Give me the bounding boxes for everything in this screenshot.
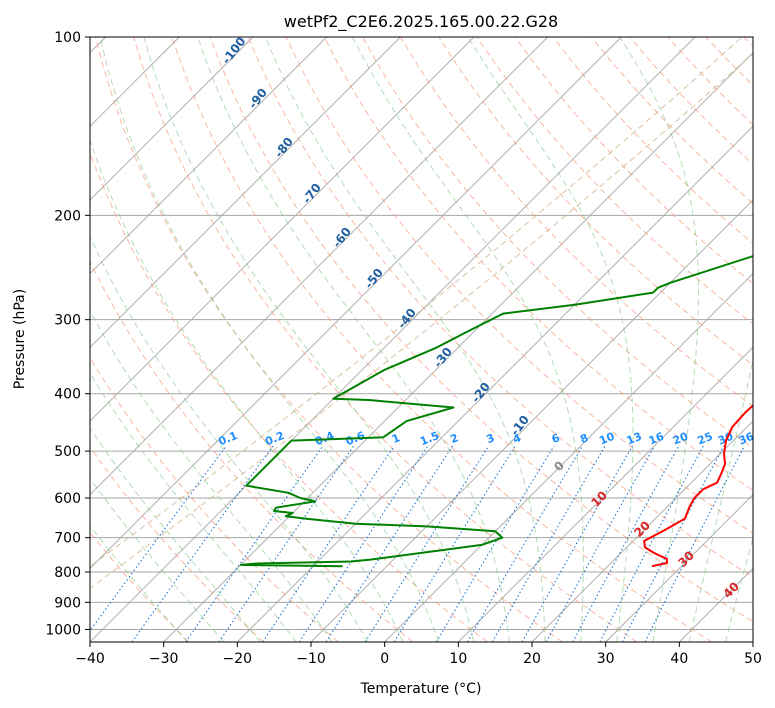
x-tick-label: 30 bbox=[597, 651, 615, 667]
dry-adiabat-line bbox=[323, 37, 753, 491]
mixing-ratio-line bbox=[545, 445, 656, 642]
mixing-ratio-line bbox=[393, 445, 516, 642]
dry-adiabat-line bbox=[476, 37, 753, 325]
moist-adiabat-line bbox=[90, 477, 225, 642]
dry-adiabat-line bbox=[247, 37, 753, 578]
dry-adiabat-line bbox=[90, 260, 414, 642]
axes: −40 −30 −20 −10 0 10 20 30 40 50 100 200 300 400 500 60… bbox=[45, 30, 762, 667]
x-tick-label: −20 bbox=[223, 651, 253, 667]
moist-adiabat-line bbox=[688, 357, 753, 642]
mixing-ratio-line bbox=[467, 445, 584, 642]
moist-adiabat-line bbox=[352, 37, 584, 642]
mixing-ratio-label: 13 bbox=[625, 430, 644, 448]
dry-adiabat-line bbox=[133, 37, 638, 642]
isotherm-line bbox=[90, 37, 696, 642]
dry-adiabat-line bbox=[514, 37, 753, 285]
moist-adiabat-line bbox=[90, 309, 333, 642]
dry-adiabat-line bbox=[90, 445, 264, 642]
mixing-ratio-label: 2 bbox=[448, 431, 460, 446]
isotherm-line bbox=[458, 346, 753, 642]
y-tick-label: 900 bbox=[54, 595, 81, 611]
x-tick-label: 50 bbox=[744, 651, 762, 667]
y-tick-label: 1000 bbox=[45, 622, 81, 638]
mixing-ratio-label: 25 bbox=[696, 430, 715, 448]
x-tick-label: 20 bbox=[523, 651, 541, 667]
moist-adiabat-line bbox=[143, 37, 475, 642]
isotherm-line bbox=[237, 125, 753, 642]
mixing-ratio-label: 36 bbox=[737, 430, 756, 448]
moist-adiabat-line bbox=[725, 536, 753, 642]
isotherm-line bbox=[90, 37, 548, 496]
mixing-ratio-line bbox=[435, 445, 555, 642]
mixing-ratio-line bbox=[185, 445, 324, 642]
y-tick-label: 200 bbox=[54, 208, 81, 224]
dry-adiabat-line bbox=[90, 356, 339, 642]
y-tick-label: 300 bbox=[54, 313, 81, 329]
y-tick-label: 100 bbox=[54, 30, 81, 46]
moist-adiabat-line bbox=[90, 371, 297, 642]
dry-adiabat-line bbox=[209, 37, 753, 623]
isotherm-line bbox=[90, 37, 327, 275]
isotherm-line bbox=[605, 494, 753, 642]
x-tick-label: 0 bbox=[380, 651, 389, 667]
mixing-ratio-line bbox=[325, 445, 454, 642]
plot-area: 0.1 0.2 0.4 0.6 1 1.5 2 3 4 6 8 10 13 16 20 25 30 36-100-… bbox=[90, 37, 756, 642]
moist-adiabat-line bbox=[99, 37, 439, 642]
isotherm-line bbox=[163, 52, 753, 642]
isotherm-line bbox=[90, 37, 475, 422]
dry-adiabat-line bbox=[95, 37, 563, 642]
mixing-ratio-line bbox=[521, 445, 633, 642]
moist-adiabat-line bbox=[619, 37, 699, 642]
x-tick-label: 40 bbox=[670, 651, 688, 667]
x-tick-label: −40 bbox=[75, 651, 105, 667]
mixing-ratio-line bbox=[262, 445, 395, 642]
plot-frame bbox=[89, 36, 754, 643]
isotherm-line bbox=[90, 37, 401, 348]
moist-adiabat-line bbox=[197, 37, 510, 642]
y-tick-label: 400 bbox=[54, 387, 81, 403]
dry-adiabat-line bbox=[285, 37, 753, 535]
mixing-ratio-label: 3 bbox=[484, 431, 496, 446]
y-tick-label: 500 bbox=[54, 444, 81, 460]
moist-adiabat-line bbox=[264, 37, 546, 642]
moist-adiabat-line bbox=[90, 427, 261, 642]
mixing-ratio-line bbox=[131, 445, 274, 642]
sounding-profiles bbox=[239, 255, 753, 568]
mixing-ratio-line bbox=[364, 445, 490, 642]
dry-adiabat-line bbox=[171, 37, 712, 642]
background-lines bbox=[90, 37, 753, 642]
y-axis-label: Pressure (hPa) bbox=[12, 289, 28, 389]
chart-title: wetPf2_C2E6.2025.165.00.22.G28 bbox=[284, 12, 558, 32]
dewpoint-profile-line bbox=[239, 255, 753, 568]
y-tick-label: 700 bbox=[54, 531, 81, 547]
mixing-ratio-line bbox=[621, 445, 725, 642]
x-tick-label: 10 bbox=[449, 651, 467, 667]
isotherm-line bbox=[384, 273, 753, 642]
moist-adiabat-line bbox=[90, 524, 188, 642]
mixing-ratio-label: 1 bbox=[390, 431, 402, 446]
y-tick-label: 600 bbox=[54, 491, 81, 507]
y-tick-label: 800 bbox=[54, 565, 81, 581]
hypothetical-curve bbox=[90, 52, 753, 590]
x-tick-label: −10 bbox=[296, 651, 326, 667]
mixing-ratio-label: 30 bbox=[716, 430, 735, 448]
isotherm-line bbox=[90, 37, 622, 569]
x-tick-label: −30 bbox=[149, 651, 179, 667]
isotherm-line bbox=[90, 37, 254, 201]
x-axis-label: Temperature (°C) bbox=[360, 681, 482, 697]
mixing-ratio-line bbox=[298, 445, 429, 642]
mixing-ratio-line bbox=[644, 445, 746, 642]
mixing-ratio-label: 20 bbox=[671, 430, 690, 448]
mixing-ratio-label: 16 bbox=[647, 430, 666, 448]
mixing-ratio-label: 10 bbox=[597, 430, 616, 448]
moist-adiabat-line bbox=[90, 138, 404, 642]
temperature-profile-line bbox=[643, 404, 753, 568]
isotherm-line bbox=[531, 420, 753, 642]
mixing-ratio-label: 8 bbox=[578, 431, 590, 446]
